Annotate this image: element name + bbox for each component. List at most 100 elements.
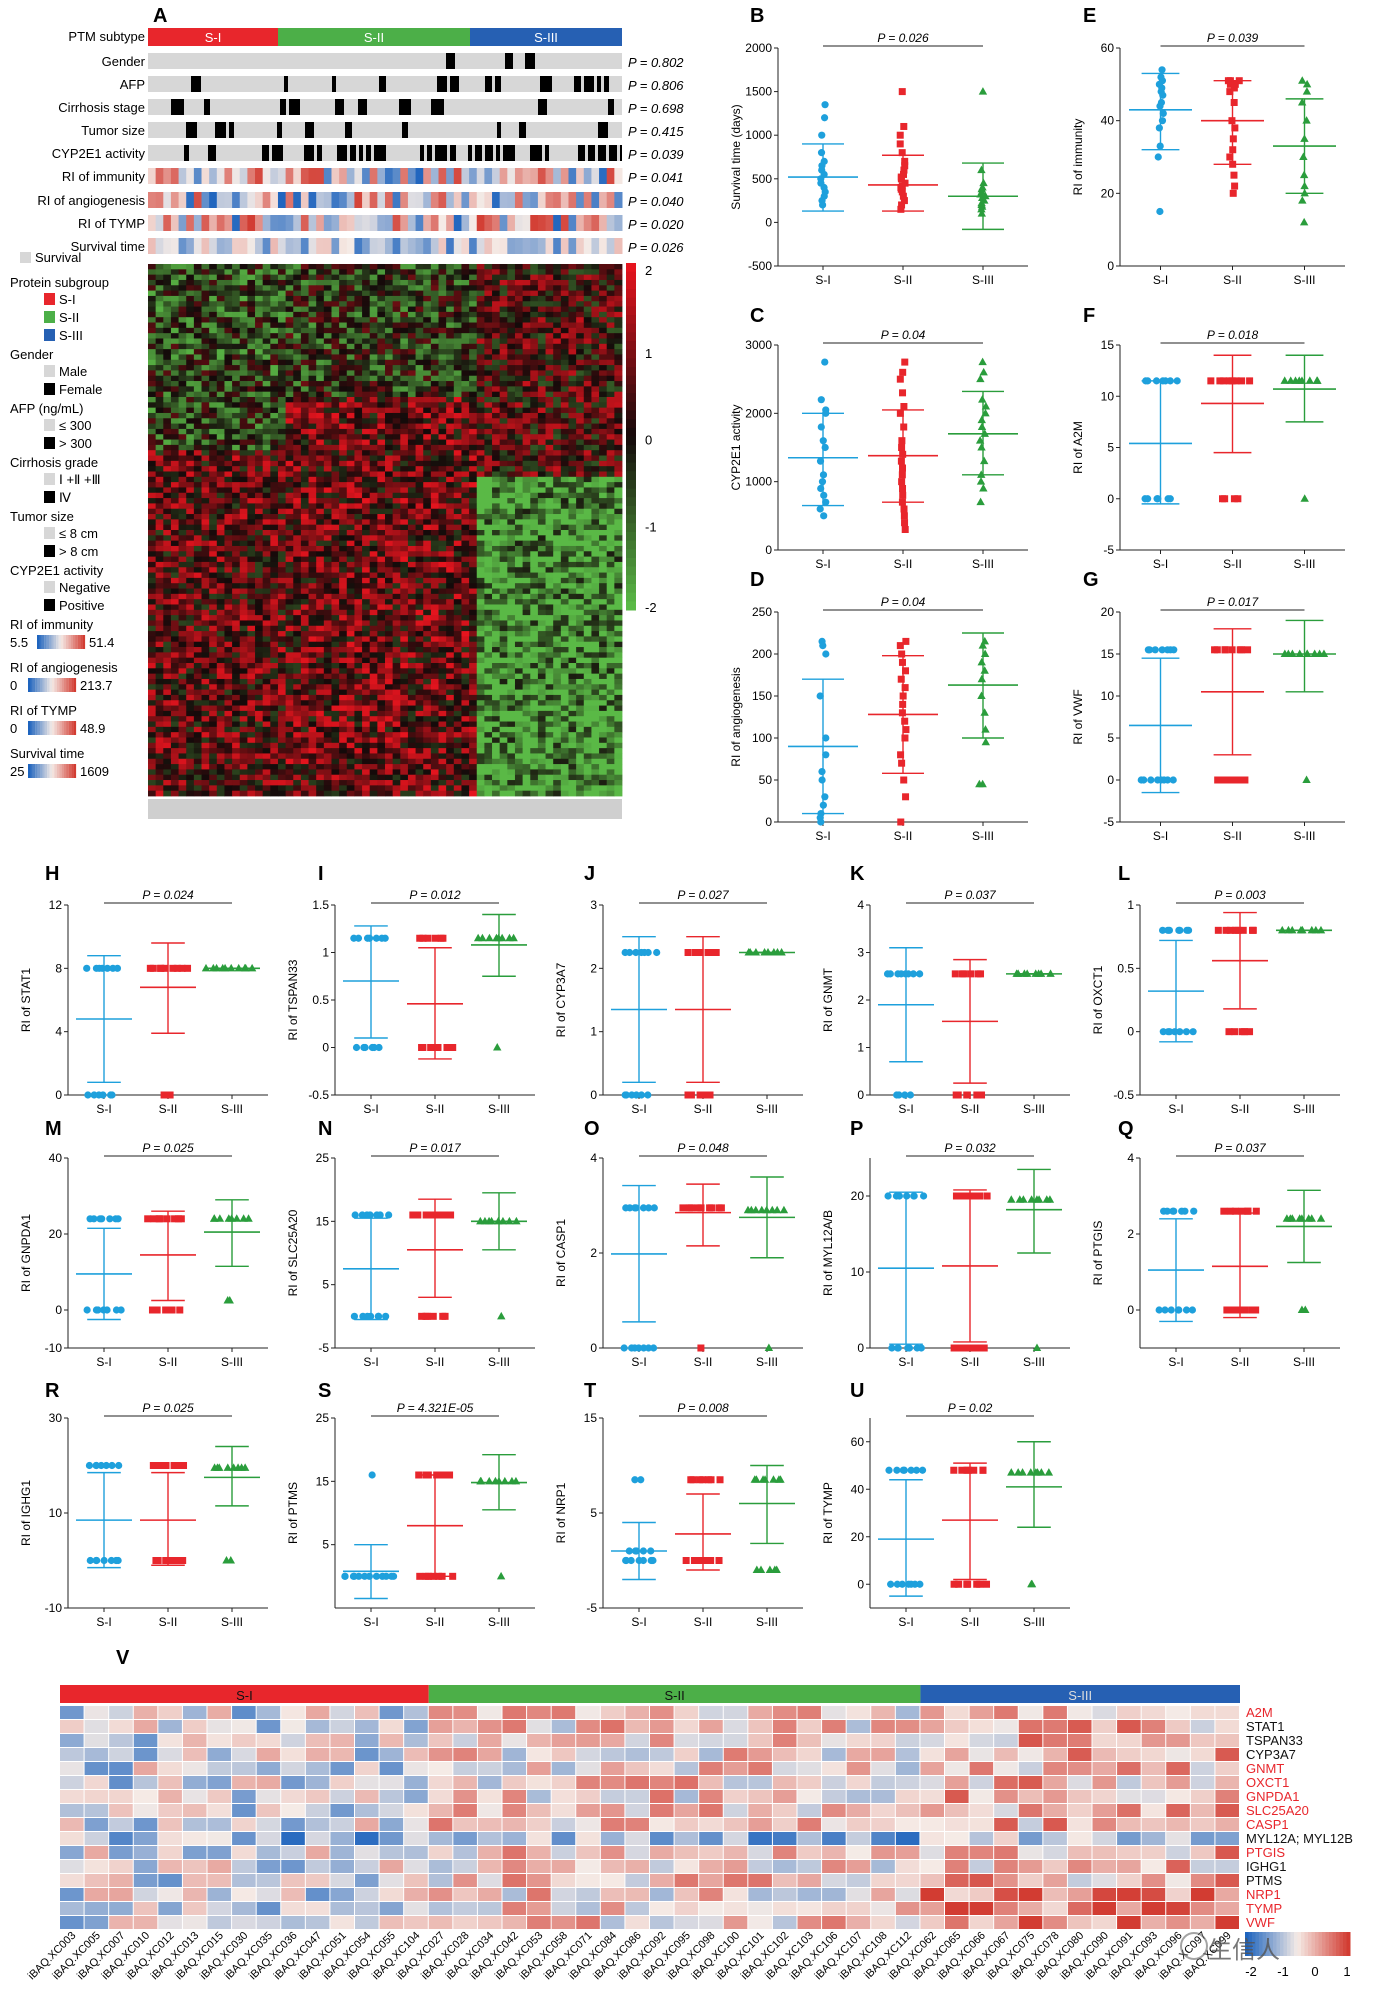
heatmap-cell (163, 599, 172, 605)
heatmap-cell (193, 641, 202, 648)
heatmap-cell (369, 487, 378, 494)
heatmap-cell (270, 391, 279, 398)
annotation-cell (280, 99, 286, 115)
heatmap-cell (614, 631, 623, 637)
annotation-cell (514, 192, 524, 208)
heatmap-cell (262, 641, 271, 648)
heatmap-cell (339, 625, 348, 632)
heatmap-cell (186, 583, 195, 589)
heatmap-cell (339, 567, 348, 573)
heatmap-cell (316, 412, 325, 419)
heatmap-cell (530, 604, 539, 611)
heatmap-cell (446, 540, 455, 547)
heatmap-cell (545, 434, 554, 440)
heatmap-cell (369, 375, 378, 382)
heatmap-cell (415, 514, 424, 520)
heatmap-cell (224, 514, 233, 520)
heatmap-cell (407, 482, 416, 488)
annotation-cell (430, 168, 440, 184)
heatmap-cell (469, 583, 478, 589)
heatmap-cell (224, 498, 233, 504)
heatmap-cell (453, 295, 462, 302)
heatmap-cell (530, 450, 539, 456)
heatmap-cell (308, 498, 317, 504)
heatmap-cell (507, 359, 516, 366)
heatmap-cell (216, 647, 225, 653)
annotation-cell (598, 145, 606, 161)
heatmap-cell (553, 370, 562, 377)
row-label: RI of angiogenesis (37, 193, 145, 208)
heatmap-cell (270, 386, 279, 393)
heatmap-cell (262, 588, 271, 595)
heatmap-cell (430, 487, 439, 494)
heatmap-cell (377, 450, 386, 456)
heatmap-cell (323, 295, 332, 302)
heatmap-cell (285, 311, 294, 318)
heatmap-cell (339, 471, 348, 478)
heatmap-cell (331, 290, 340, 297)
heatmap-cell (369, 439, 378, 446)
heatmap-cell (232, 295, 241, 302)
heatmap-cell (155, 530, 164, 536)
heatmap-cell (576, 503, 585, 510)
heatmap-cell (484, 269, 493, 276)
heatmap-cell (255, 604, 264, 611)
heatmap-cell (346, 588, 355, 595)
heatmap-cell (407, 354, 416, 361)
heatmap-cell (331, 647, 340, 653)
heatmap-cell (614, 482, 623, 488)
heatmap-cell (530, 636, 539, 643)
heatmap-cell (201, 423, 210, 430)
annotation-cell (469, 168, 478, 184)
heatmap-cell (277, 503, 287, 510)
heatmap-cell (346, 295, 355, 302)
heatmap-cell (255, 444, 264, 451)
heatmap-cell (247, 349, 256, 355)
heatmap-cell (400, 370, 409, 377)
heatmap-cell (560, 609, 569, 616)
heatmap-cell (430, 412, 439, 419)
heatmap-cell (201, 274, 210, 281)
heatmap-cell (430, 295, 439, 302)
heatmap-cell (583, 609, 592, 616)
heatmap-cell (247, 460, 256, 467)
heatmap-cell (507, 295, 516, 302)
heatmap-cell (446, 418, 455, 424)
heatmap-cell (170, 567, 179, 573)
heatmap-cell (346, 567, 355, 573)
heatmap-cell (400, 301, 409, 307)
heatmap-cell (323, 561, 332, 568)
heatmap-cell (553, 519, 562, 526)
heatmap-cell (331, 423, 340, 430)
heatmap-cell (193, 428, 202, 435)
heatmap-cell (285, 306, 294, 313)
heatmap-cell (178, 295, 187, 302)
heatmap-cell (530, 285, 539, 291)
heatmap-cell (507, 434, 516, 440)
heatmap-cell (178, 583, 187, 589)
heatmap-cell (178, 322, 187, 329)
heatmap-cell (599, 588, 608, 595)
heatmap-cell (606, 327, 615, 334)
heatmap-cell (392, 524, 401, 531)
heatmap-cell (293, 343, 302, 350)
heatmap-cell (239, 540, 248, 547)
heatmap-cell (377, 460, 386, 467)
annotation-cell (209, 192, 218, 208)
heatmap-cell (385, 412, 394, 419)
heatmap-cell (606, 482, 615, 488)
heatmap-cell (499, 354, 508, 361)
heatmap-cell (247, 407, 256, 414)
heatmap-cell (591, 381, 600, 387)
heatmap-cell (385, 295, 394, 302)
heatmap-cell (476, 631, 485, 637)
heatmap-cell (492, 311, 501, 318)
heatmap-cell (469, 423, 478, 430)
heatmap-cell (614, 604, 623, 611)
heatmap-cell (148, 418, 157, 424)
heatmap-cell (285, 285, 294, 291)
heatmap-cell (270, 609, 279, 616)
heatmap-cell (155, 567, 164, 573)
heatmap-cell (400, 460, 409, 467)
heatmap-cell (148, 370, 157, 377)
